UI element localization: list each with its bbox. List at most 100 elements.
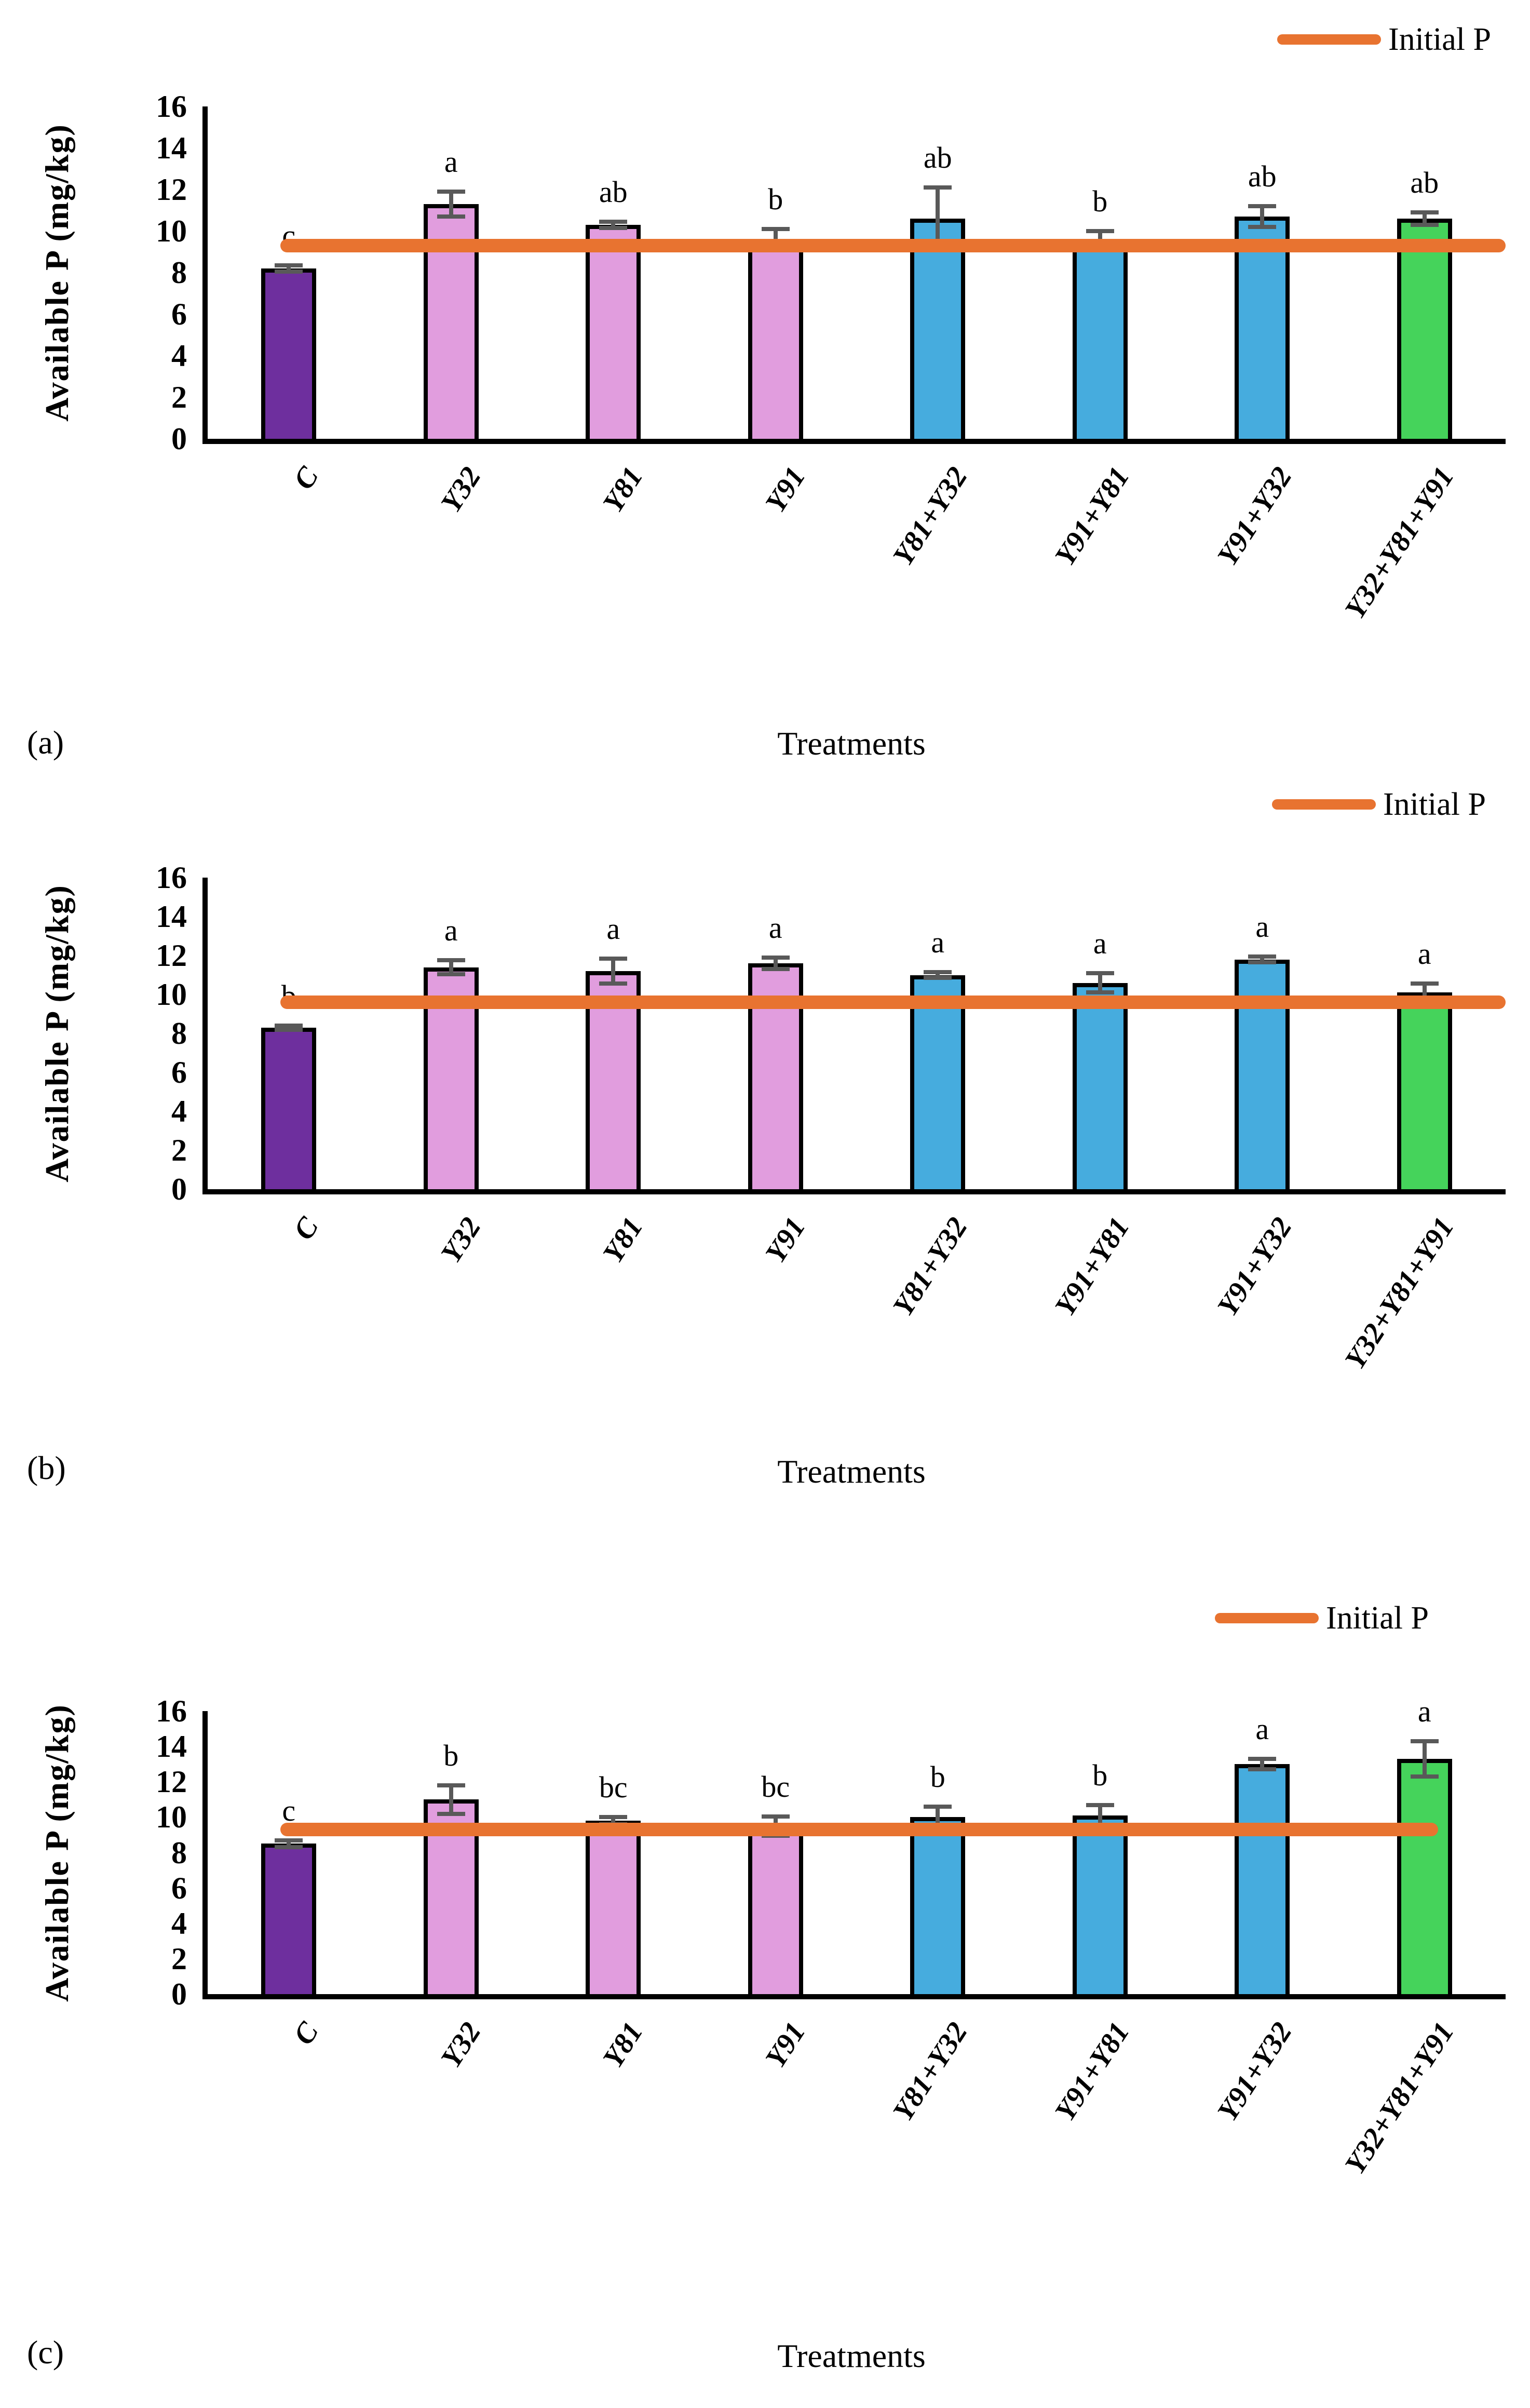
bar-Y91	[748, 239, 803, 439]
significance-letter: c	[282, 1793, 296, 1827]
error-bar-cap	[1086, 229, 1114, 233]
error-bar-cap	[1410, 981, 1439, 986]
significance-letter: bc	[761, 1769, 790, 1804]
significance-letter: a	[1255, 1712, 1269, 1746]
x-tick-label: Y32	[435, 2016, 488, 2074]
error-bar-cap	[437, 1811, 465, 1816]
initial-p-line-swatch	[1271, 799, 1376, 810]
x-axis-title: Treatments	[777, 1453, 926, 1490]
y-tick-label: 16	[156, 89, 187, 124]
error-bar-cap	[761, 227, 790, 231]
y-tick-label: 6	[171, 297, 187, 331]
x-tick-label: Y32+Y81+Y91	[1339, 461, 1461, 625]
error-bar-cap	[1248, 954, 1277, 959]
error-bar-cap	[924, 976, 952, 980]
error-bar-cap	[1086, 1802, 1114, 1807]
significance-letter: a	[931, 925, 945, 959]
x-tick-label: Y91+Y81	[1049, 461, 1136, 572]
x-tick-label: Y91+Y32	[1211, 1212, 1298, 1322]
x-tick-label: Y91+Y81	[1049, 1212, 1136, 1322]
error-bar-cap	[1248, 960, 1277, 965]
error-bar	[1260, 1758, 1265, 1770]
error-bar	[1422, 212, 1427, 225]
error-bar-cap	[599, 956, 628, 961]
significance-letter: a	[606, 911, 620, 946]
bar-Y32+Y81+Y91	[1397, 1758, 1452, 1994]
panel-caption: (a)	[27, 724, 64, 761]
error-bar-cap	[1410, 210, 1439, 214]
error-bar-cap	[1248, 204, 1277, 208]
x-tick-label: C	[287, 461, 325, 495]
bar-Y91+Y32	[1235, 217, 1290, 439]
x-tick-label: Y81	[597, 2016, 649, 2074]
bar-Y91+Y32	[1235, 1764, 1290, 1994]
x-tick-label: Y91	[759, 461, 812, 518]
error-bar-cap	[275, 270, 303, 274]
error-bar-cap	[924, 185, 952, 190]
bar-Y32+Y81+Y91	[1397, 992, 1452, 1189]
bar-Y91+Y81	[1072, 1815, 1128, 1994]
bar-C	[261, 1027, 317, 1189]
bar-Y91	[748, 1826, 803, 1994]
x-tick-label: Y32+Y81+Y91	[1339, 2016, 1461, 2180]
y-axis-title: Available P (mg/kg)	[38, 884, 75, 1182]
y-tick-label: 10	[156, 1800, 187, 1835]
error-bar-cap	[437, 972, 465, 976]
y-tick-label: 8	[171, 1835, 187, 1870]
significance-letter: ab	[923, 141, 952, 174]
initial-p-reference-line	[280, 239, 1506, 252]
error-bar-cap	[599, 226, 628, 230]
significance-letter: a	[1093, 926, 1107, 960]
error-bar	[449, 192, 453, 217]
significance-letter: ab	[1248, 159, 1277, 193]
significance-letter: a	[444, 913, 458, 948]
panel-caption: (b)	[27, 1449, 66, 1486]
bar-Y91+Y32	[1235, 959, 1290, 1189]
legend: Initial P	[1214, 1602, 1429, 1634]
error-bar-cap	[599, 220, 628, 224]
panel-b: Initial P Available P (mg/kg) 0 2 4 6 8 10 12 1…	[0, 769, 1530, 1558]
initial-p-reference-line	[280, 1823, 1438, 1837]
significance-letter: b	[1092, 184, 1108, 218]
y-tick-label: 6	[171, 1871, 187, 1905]
x-tick-label: Y91	[759, 1212, 812, 1269]
y-tick-label: 12	[156, 1765, 187, 1799]
x-tick-label: Y81+Y32	[887, 1212, 974, 1322]
significance-letter: a	[1417, 937, 1431, 971]
x-axis-title: Treatments	[777, 725, 926, 762]
y-axis-title: Available P (mg/kg)	[38, 124, 75, 422]
significance-letter: a	[1255, 909, 1269, 944]
error-bar	[1260, 956, 1265, 963]
y-axis-tick-labels: 0 2 4 6 8 10 12 14 16	[83, 860, 187, 1206]
significance-letter: b	[1092, 1758, 1108, 1792]
x-tick-label: Y32	[435, 461, 488, 518]
x-tick-label: Y81+Y32	[887, 2016, 974, 2127]
error-bar	[1260, 206, 1265, 227]
bar-Y81	[586, 1821, 641, 1994]
error-bar-cap	[1410, 1739, 1439, 1743]
y-tick-label: 0	[171, 1172, 187, 1206]
error-bar-cap	[1248, 225, 1277, 229]
error-bar	[611, 958, 616, 984]
bar-Y32+Y81+Y91	[1397, 219, 1452, 439]
y-tick-label: 16	[156, 860, 187, 895]
y-axis-tick-labels: 0 2 4 6 8 10 12 14 16	[83, 89, 187, 456]
x-tick-label: Y81	[597, 461, 649, 518]
error-bar	[287, 1840, 291, 1848]
error-bar	[1422, 1741, 1427, 1777]
significance-letter: ab	[599, 175, 628, 209]
y-tick-label: 0	[171, 422, 187, 456]
error-bar-cap	[437, 190, 465, 194]
error-bar	[611, 1817, 616, 1824]
error-bar	[611, 222, 616, 228]
legend-label: Initial P	[1388, 22, 1491, 57]
panel-caption: (c)	[27, 2334, 64, 2371]
bar-Y81	[586, 225, 641, 439]
significance-letter: ab	[1410, 166, 1439, 199]
y-tick-label: 6	[171, 1055, 187, 1089]
x-tick-label: C	[287, 1212, 325, 1246]
x-tick-label: Y81+Y32	[887, 461, 974, 572]
error-bar-cap	[599, 1815, 628, 1820]
